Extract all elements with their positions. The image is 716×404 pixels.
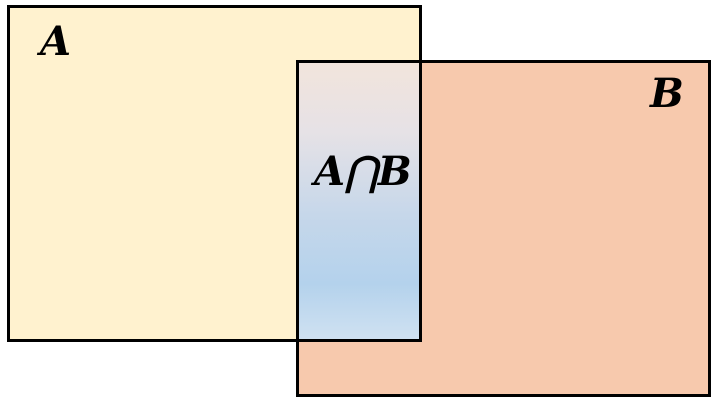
set-b-label: B [650,70,684,117]
intersection-label: A⋂B [314,148,412,195]
intersection-region [296,60,422,342]
set-a-label: A [40,18,72,65]
